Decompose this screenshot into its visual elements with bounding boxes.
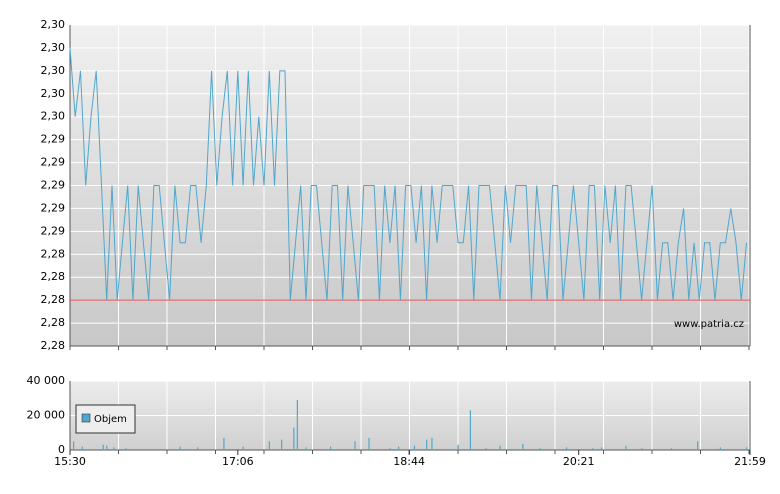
- y-tick-label: 40 000: [27, 374, 66, 387]
- y-tick-label: 2,28: [41, 270, 66, 283]
- watermark: www.patria.cz: [674, 319, 744, 330]
- volume-bar: [223, 437, 225, 450]
- y-tick-label: 2,29: [41, 156, 66, 169]
- volume-bar: [281, 439, 283, 450]
- volume-bar: [457, 444, 459, 450]
- legend-swatch: [81, 413, 91, 423]
- volume-bar: [305, 447, 307, 450]
- volume-bar: [106, 445, 108, 450]
- y-tick-label: 20 000: [27, 409, 66, 422]
- y-tick-label: 2,30: [41, 64, 66, 77]
- volume-bar: [125, 448, 127, 450]
- legend-label: Objem: [94, 414, 127, 425]
- volume-bar: [398, 446, 400, 450]
- y-tick-label: 2,28: [41, 339, 66, 352]
- volume-bar: [329, 446, 332, 450]
- volume-bar: [697, 441, 699, 450]
- x-tick-label: 20:21: [563, 455, 595, 468]
- y-tick-label: 2,29: [41, 201, 66, 214]
- volume-bar: [354, 441, 356, 450]
- volume-bar: [469, 410, 472, 450]
- x-tick-label: 17:06: [222, 455, 254, 468]
- volume-bar: [641, 448, 643, 450]
- volume-bar: [179, 446, 181, 450]
- y-tick-label: 2,30: [41, 41, 66, 54]
- volume-bar: [296, 399, 298, 450]
- volume-bar: [293, 427, 295, 450]
- volume-bar: [600, 447, 603, 450]
- y-tick-label: 2,30: [41, 87, 66, 100]
- y-tick-label: 0: [58, 443, 65, 456]
- volume-bar: [197, 447, 199, 450]
- volume-bar: [413, 445, 416, 450]
- volume-bar: [746, 447, 748, 450]
- y-tick-label: 2,29: [41, 224, 66, 237]
- volume-bar: [499, 445, 501, 450]
- volume-bar: [431, 437, 433, 450]
- volume-bar: [368, 437, 370, 450]
- volume-bar: [719, 447, 721, 450]
- volume-bar: [592, 448, 594, 450]
- volume-bar: [102, 444, 104, 450]
- volume-bar: [670, 448, 673, 450]
- y-tick-label: 2,29: [41, 179, 66, 192]
- volume-bar: [268, 441, 270, 450]
- volume-bar: [242, 446, 244, 450]
- volume-bar: [81, 446, 83, 450]
- volume-bar: [522, 443, 524, 450]
- x-tick-label: 15:30: [54, 455, 86, 468]
- volume-bar: [625, 445, 627, 450]
- volume-bar: [565, 447, 568, 450]
- y-tick-label: 2,29: [41, 133, 66, 146]
- volume-bar: [113, 447, 115, 450]
- x-tick-label: 21:59: [734, 455, 766, 468]
- volume-bar: [72, 441, 75, 450]
- volume-bar: [426, 439, 428, 450]
- y-tick-label: 2,30: [41, 18, 66, 31]
- y-tick-label: 2,28: [41, 316, 66, 329]
- y-tick-label: 2,28: [41, 293, 66, 306]
- x-tick-label: 18:44: [393, 455, 425, 468]
- y-tick-label: 2,30: [41, 110, 66, 123]
- volume-bar: [389, 448, 391, 450]
- price-line: [69, 47, 747, 301]
- volume-bar: [485, 448, 487, 450]
- y-tick-label: 2,28: [41, 247, 66, 260]
- volume-bar: [539, 448, 541, 450]
